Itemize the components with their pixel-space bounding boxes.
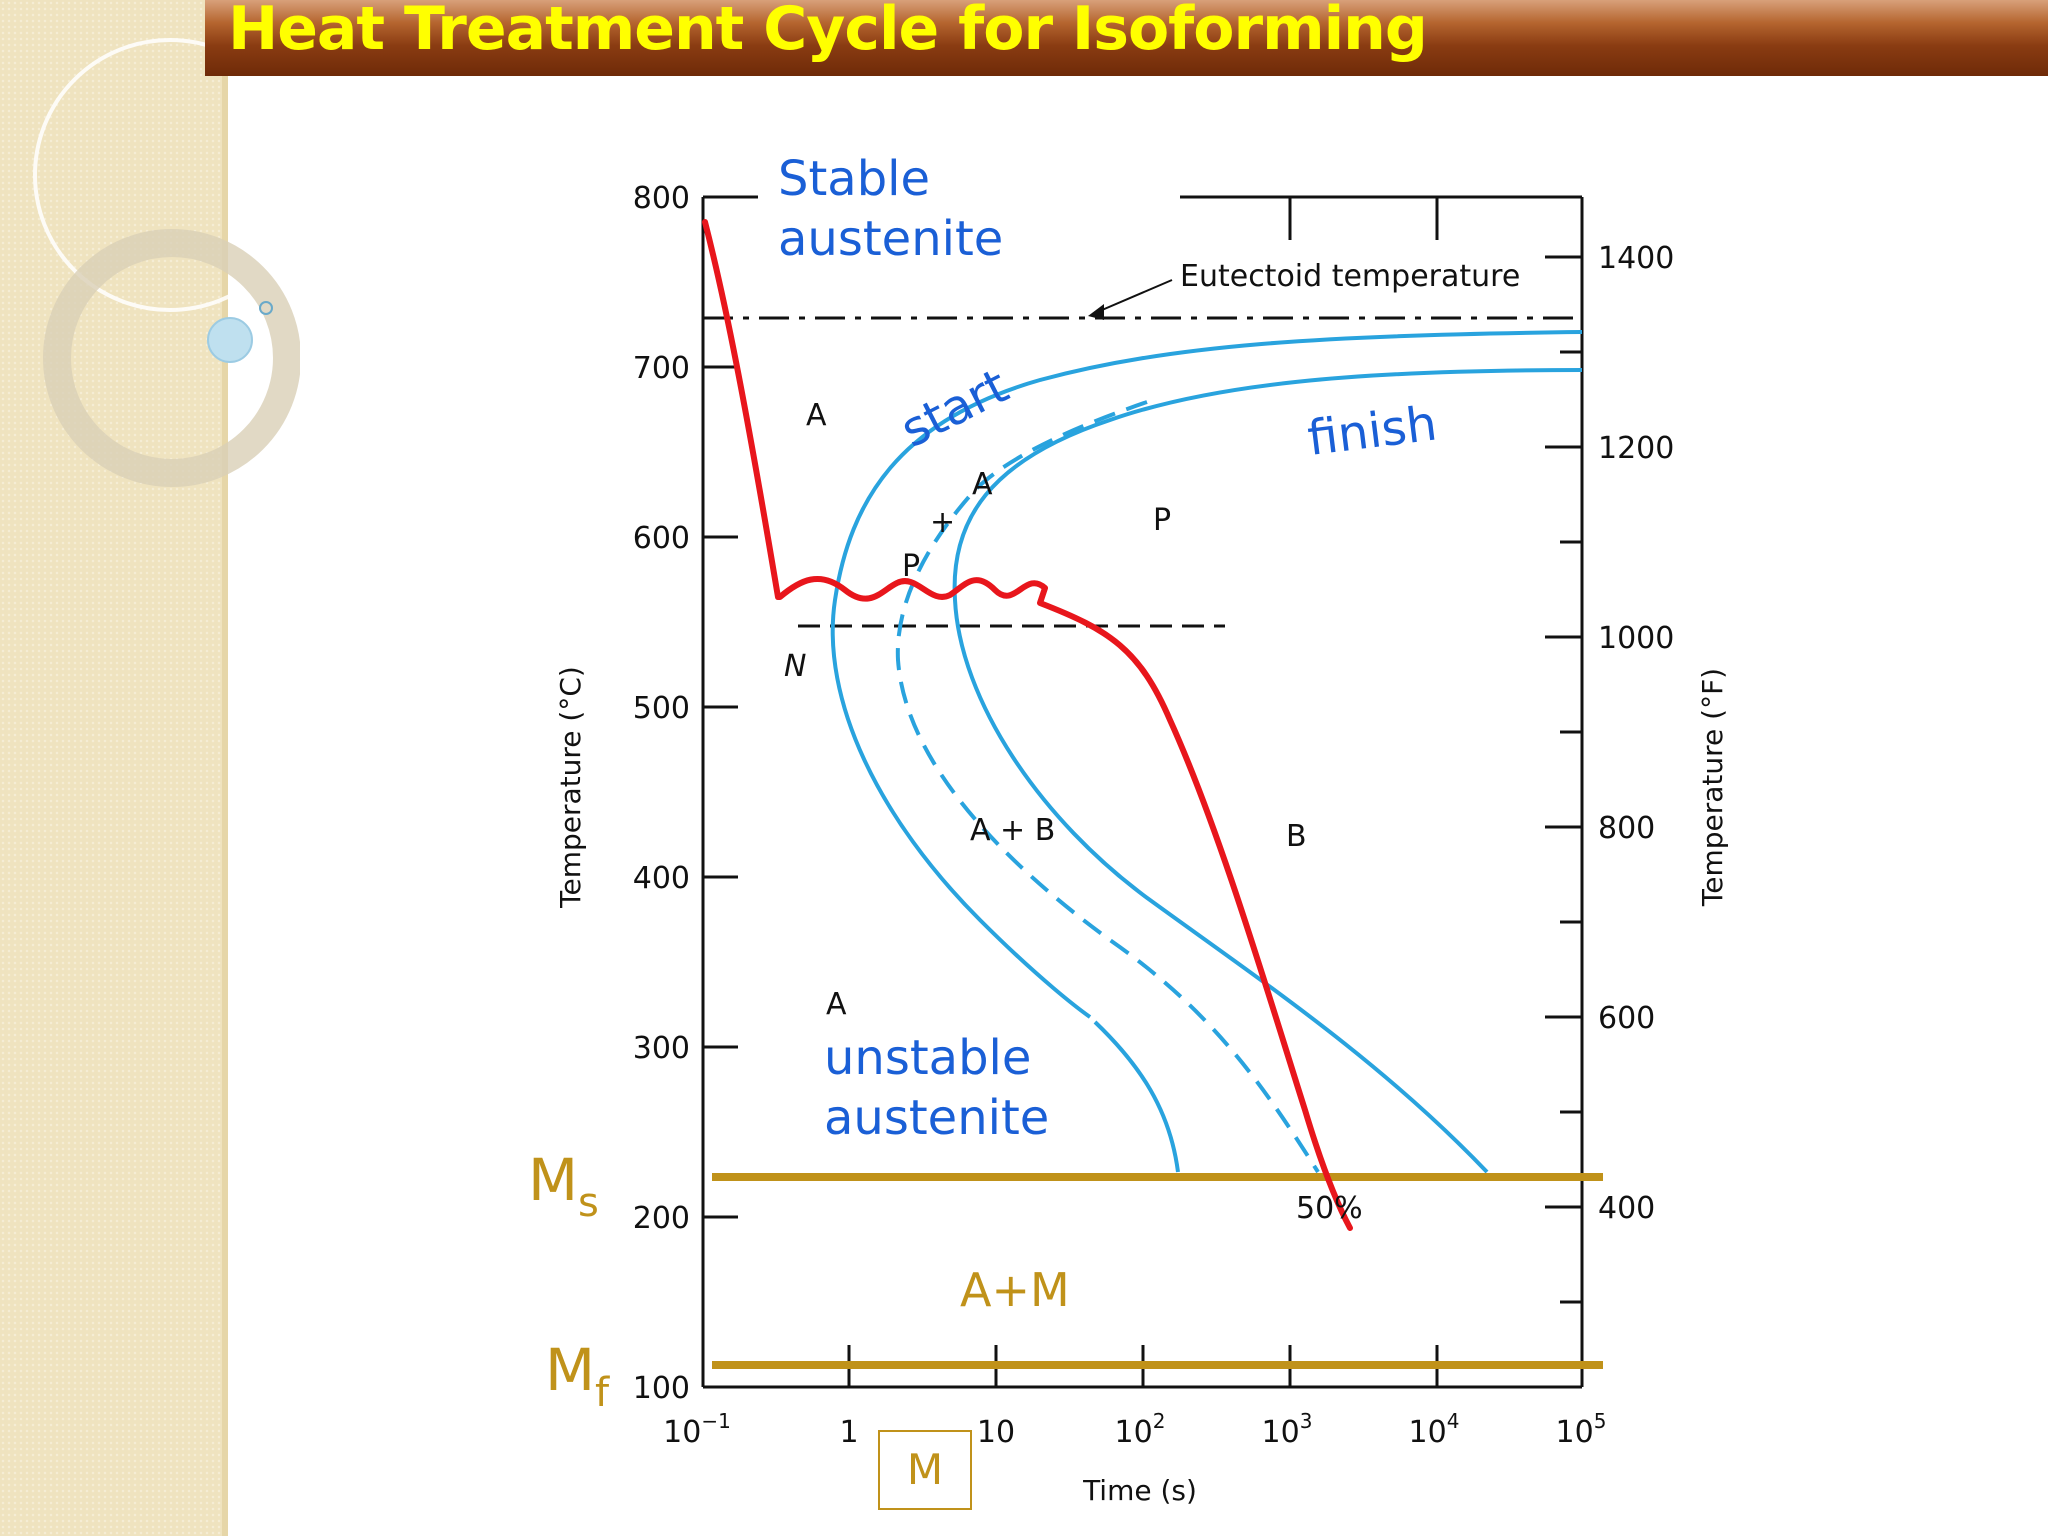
x-tick-labels: 10−1 1 10 102 103 104 105 — [663, 1409, 1606, 1450]
isoforming-path — [702, 219, 1353, 1231]
x-tick-4: 103 — [1262, 1409, 1313, 1450]
eutectoid-label: Eutectoid temperature — [1180, 259, 1520, 294]
left-tick-700: 700 — [633, 351, 690, 386]
region-n: N — [784, 649, 806, 684]
region-a-plus-b: A + B — [970, 813, 1055, 848]
mf-label: Mf — [545, 1336, 610, 1416]
region-a-bottom: A — [826, 987, 847, 1022]
right-tick-labels: 1400 1200 1000 800 600 400 — [1598, 241, 1674, 1226]
left-axis-label: Temperature (°C) — [554, 666, 587, 909]
ms-label: Ms — [528, 1146, 599, 1226]
left-tick-labels: 800 700 600 500 400 300 200 100 — [633, 181, 690, 1406]
fifty-percent-label: 50% — [1296, 1191, 1363, 1226]
finish-curve — [952, 368, 1583, 1174]
region-p-small: P — [902, 549, 920, 584]
stable-label-line2: austenite — [778, 211, 1003, 267]
x-tick-1: 1 — [839, 1415, 858, 1450]
deco-ring-large — [33, 38, 300, 312]
left-tick-600: 600 — [633, 521, 690, 556]
fifty-percent-curve — [895, 400, 1320, 1174]
finish-label: finish — [1305, 396, 1440, 467]
x-tick-2: 10 — [977, 1415, 1015, 1450]
slide-title: Heat Treatment Cycle for Isoforming — [228, 0, 1428, 64]
x-axis-label: Time (s) — [1082, 1474, 1197, 1507]
region-a-top: A — [806, 398, 827, 433]
right-tick-800: 800 — [1598, 811, 1655, 846]
region-b: B — [1286, 819, 1307, 854]
start-label: start — [892, 358, 1017, 459]
title-bar — [205, 0, 2048, 76]
x-tick-0: 10−1 — [663, 1409, 731, 1450]
right-ticks — [1545, 255, 1582, 1304]
eutectoid-arrowhead — [1088, 304, 1104, 320]
region-plus: + — [930, 505, 955, 540]
right-tick-1200: 1200 — [1598, 431, 1674, 466]
deco-bubble — [207, 317, 253, 363]
a-plus-m-label: A+M — [960, 1263, 1070, 1317]
unstable-label-line2: austenite — [824, 1090, 1049, 1146]
martensite-box-label: M — [878, 1430, 972, 1510]
deco-dot — [259, 301, 273, 315]
left-tick-300: 300 — [633, 1031, 690, 1066]
eutectoid-arrow — [1094, 279, 1173, 314]
left-tick-400: 400 — [633, 861, 690, 896]
left-tick-800: 800 — [633, 181, 690, 216]
left-tick-500: 500 — [633, 691, 690, 726]
right-tick-1400: 1400 — [1598, 241, 1674, 276]
decorative-rings — [33, 38, 300, 487]
right-tick-1000: 1000 — [1598, 621, 1674, 656]
right-tick-600: 600 — [1598, 1001, 1655, 1036]
left-tick-200: 200 — [633, 1201, 690, 1236]
right-axis-label: Temperature (°F) — [1696, 668, 1729, 907]
region-p: P — [1153, 503, 1171, 538]
start-curve-lower — [1093, 1020, 1180, 1173]
sidebar-edge — [222, 0, 228, 1536]
plot-frame — [701, 195, 1584, 1389]
right-tick-400: 400 — [1598, 1191, 1655, 1226]
deco-ring-medium — [43, 229, 300, 487]
x-tick-3: 102 — [1115, 1409, 1166, 1450]
region-a-small: A — [972, 467, 993, 502]
left-tick-100: 100 — [633, 1371, 690, 1406]
stable-label-line1: Stable — [778, 151, 930, 207]
left-ticks — [703, 365, 738, 1219]
start-curve-upper — [830, 330, 1583, 1019]
unstable-label-line1: unstable — [824, 1030, 1031, 1086]
x-tick-5: 104 — [1409, 1409, 1460, 1450]
x-tick-6: 105 — [1556, 1409, 1607, 1450]
